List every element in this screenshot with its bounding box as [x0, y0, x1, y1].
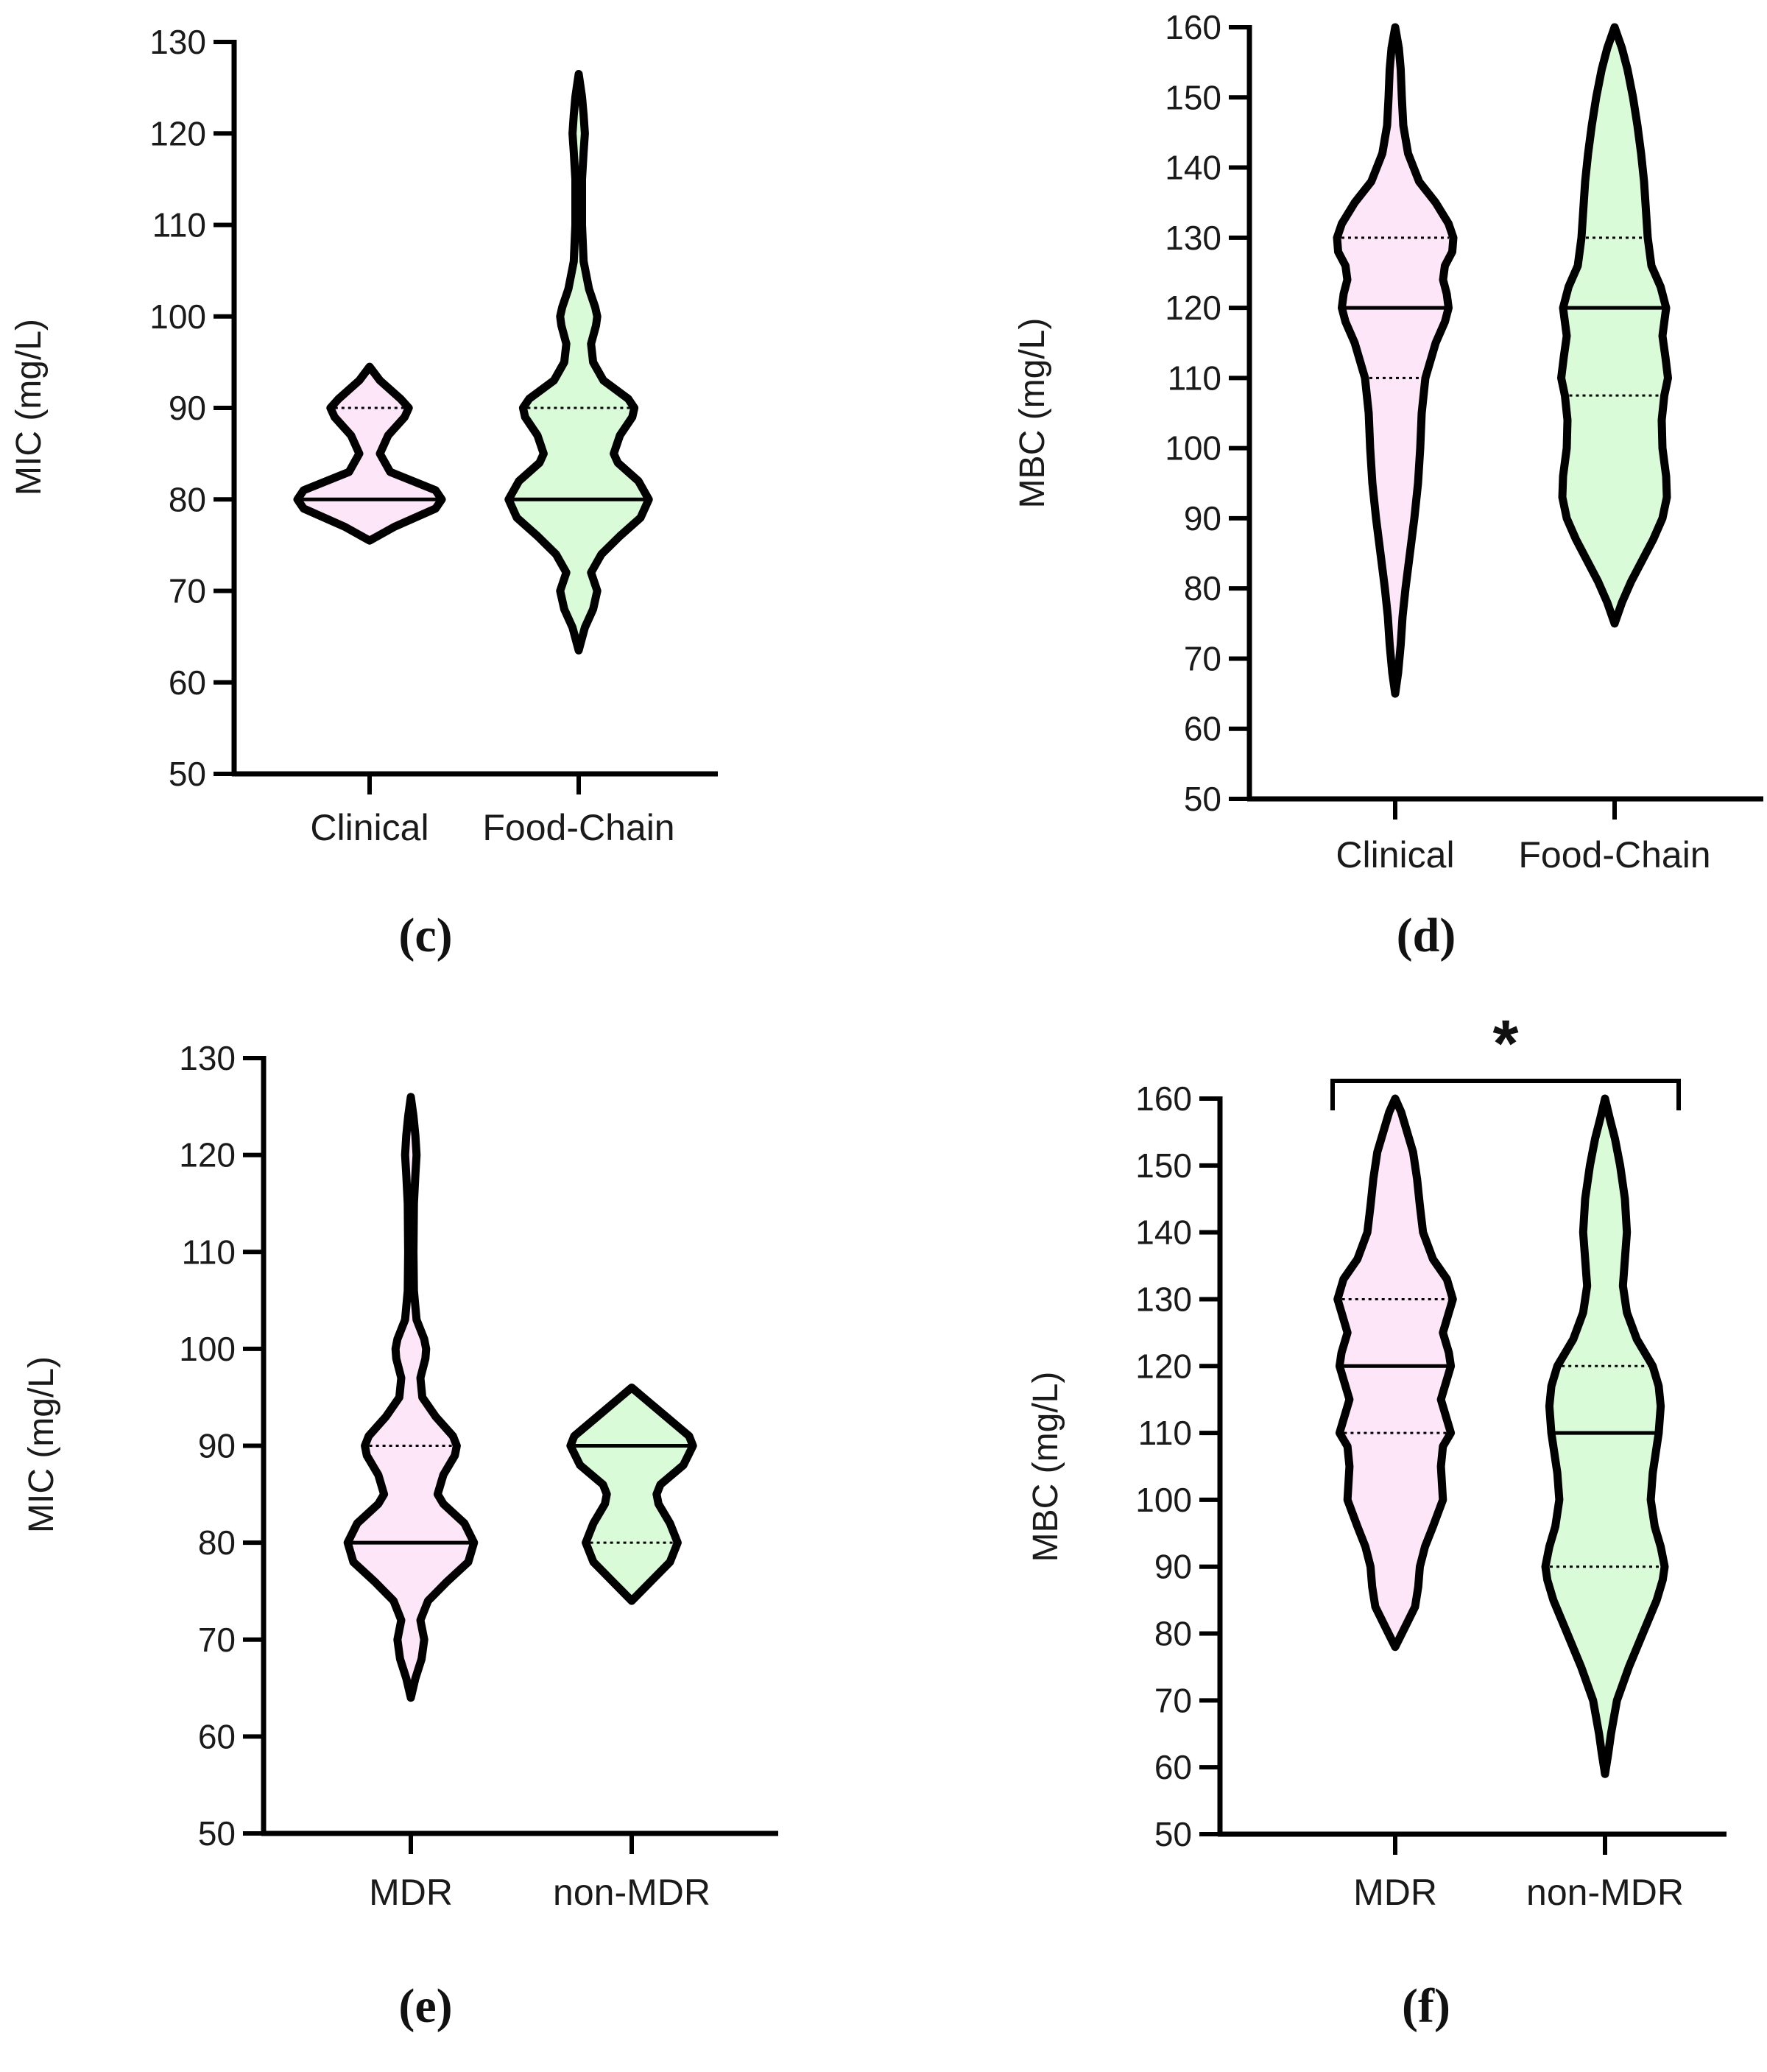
y-tick-label: 110 [1168, 359, 1221, 397]
violin-mdr [343, 1093, 479, 1702]
y-tick-label: 50 [1154, 1815, 1192, 1853]
y-tick-label: 70 [1154, 1681, 1192, 1719]
y-tick-label: 130 [1165, 219, 1221, 257]
panel-label: (d) [1397, 909, 1456, 962]
y-tick-label: 130 [149, 23, 206, 61]
y-tick-label: 100 [1165, 429, 1221, 468]
y-tick-label: 80 [1154, 1615, 1192, 1653]
significance-bracket [1330, 1079, 1681, 1110]
y-tick-label: 90 [169, 389, 206, 427]
x-tick-label: Clinical [1336, 834, 1454, 875]
violin-food-chain [1557, 23, 1672, 628]
y-tick-label: 120 [1165, 289, 1221, 327]
y-tick-label: 130 [179, 1039, 236, 1077]
y-tick-label: 80 [169, 480, 206, 518]
y-tick-label: 100 [179, 1330, 236, 1368]
violin-clinical [1333, 23, 1458, 698]
y-tick-label: 60 [198, 1717, 236, 1755]
x-tick-label: Food-Chain [1518, 834, 1710, 875]
y-tick-label: 160 [1165, 8, 1221, 46]
y-tick-label: 60 [1154, 1748, 1192, 1786]
chart-panel-4: 50 60 70 80 90 100 110 120 130 140 150 160 MBC (mg/L… [1026, 1007, 1727, 2033]
significance-star: * [1492, 1007, 1518, 1081]
y-tick-label: 70 [1184, 639, 1221, 677]
violin-non-mdr [1541, 1094, 1669, 1778]
violin-clinical [293, 362, 446, 545]
y-tick-label: 120 [1135, 1347, 1192, 1385]
panel-label: (e) [398, 1979, 452, 2033]
chart-panel-1: 50 60 70 80 90 100 110 120 130 MIC (mg/L) Clinical… [10, 23, 718, 962]
y-tick-label: 90 [1184, 499, 1221, 538]
x-tick-label: MDR [369, 1872, 453, 1913]
y-axis-title: MIC (mg/L) [22, 1356, 61, 1533]
y-tick-label: 70 [169, 572, 206, 610]
violin-mdr [1333, 1094, 1457, 1652]
y-tick-label: 110 [182, 1233, 236, 1271]
y-tick-label: 80 [1184, 569, 1221, 607]
y-axis-title: MBC (mg/L) [1013, 318, 1052, 509]
x-tick-label: non-MDR [1526, 1872, 1684, 1913]
y-tick-label: 140 [1165, 149, 1221, 187]
y-tick-label: 130 [1135, 1280, 1192, 1318]
x-tick-label: Clinical [310, 807, 428, 848]
chart-panel-2: 50 60 70 80 90 100 110 120 130 140 150 160 MBC (mg/L… [1013, 8, 1763, 962]
y-tick-label: 50 [1184, 780, 1221, 818]
x-tick-label: MDR [1353, 1872, 1437, 1913]
y-tick-label: 70 [198, 1621, 236, 1659]
x-tick-label: non-MDR [553, 1872, 710, 1913]
x-tick-label: Food-Chain [482, 807, 674, 848]
y-tick-label: 110 [152, 206, 206, 244]
y-tick-label: 140 [1135, 1213, 1192, 1252]
y-axis-title: MBC (mg/L) [1026, 1372, 1065, 1562]
y-tick-label: 150 [1135, 1146, 1192, 1185]
violin-non-mdr [566, 1384, 697, 1605]
y-tick-label: 100 [149, 297, 206, 336]
y-tick-label: 50 [198, 1814, 236, 1853]
y-tick-label: 110 [1138, 1414, 1192, 1452]
y-tick-label: 150 [1165, 78, 1221, 116]
panel-label: (c) [398, 909, 452, 962]
panel-label: (f) [1402, 1979, 1450, 2033]
y-tick-label: 60 [169, 663, 206, 702]
y-tick-label: 100 [1135, 1481, 1192, 1519]
y-tick-label: 160 [1135, 1079, 1192, 1118]
y-tick-label: 90 [198, 1427, 236, 1465]
y-tick-label: 120 [179, 1136, 236, 1174]
y-tick-label: 80 [198, 1523, 236, 1562]
violin-food-chain [504, 70, 653, 655]
y-axis-title: MIC (mg/L) [10, 319, 49, 496]
y-tick-label: 90 [1154, 1548, 1192, 1586]
y-tick-label: 50 [169, 755, 206, 793]
chart-panel-3: 50 60 70 80 90 100 110 120 130 MIC (mg/L) MDR non-M… [22, 1039, 778, 2033]
y-tick-label: 120 [149, 114, 206, 152]
y-tick-label: 60 [1184, 710, 1221, 748]
